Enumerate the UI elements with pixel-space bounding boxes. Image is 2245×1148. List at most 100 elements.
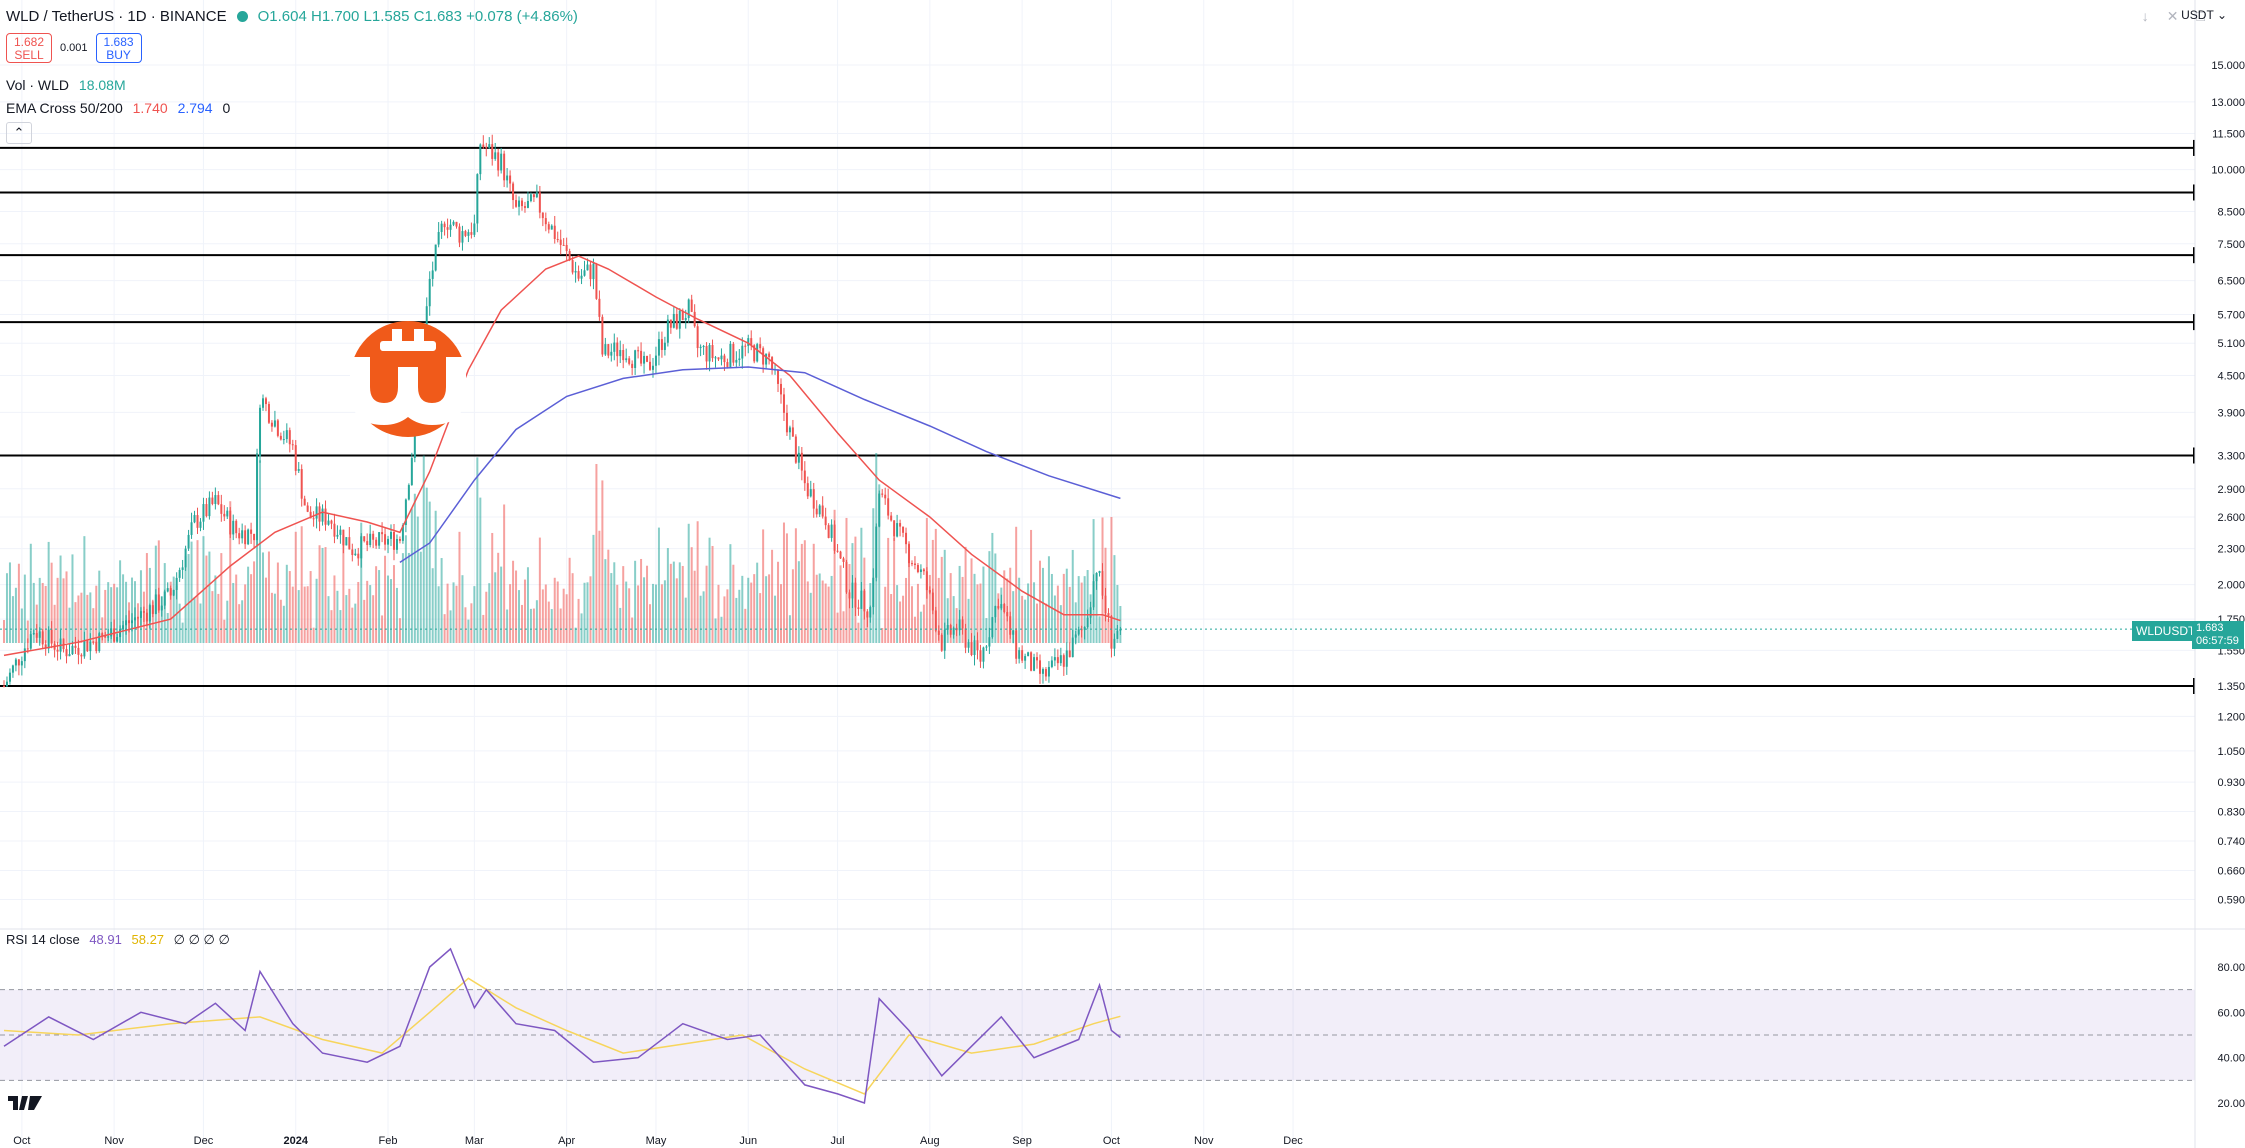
- candle-body: [649, 362, 651, 370]
- volume-bar: [673, 562, 675, 643]
- sell-button[interactable]: 1.682 SELL: [6, 33, 52, 63]
- volume-legend[interactable]: Vol · WLD 18.08M: [6, 77, 126, 93]
- volume-bar: [447, 584, 449, 643]
- candle-body: [622, 350, 624, 360]
- candle-body: [625, 358, 627, 360]
- candle-body: [494, 152, 496, 159]
- candle-body: [616, 343, 618, 357]
- candle-body: [884, 495, 886, 499]
- candle-body: [226, 511, 228, 517]
- candle-body: [670, 320, 672, 328]
- rsi-legend[interactable]: RSI 14 close 48.91 58.27 ∅ ∅ ∅ ∅: [6, 932, 230, 948]
- candle-body: [191, 522, 193, 535]
- volume-bar: [351, 608, 353, 643]
- last-price-tag: 1.683 06:57:59: [2192, 621, 2244, 649]
- candle-body: [509, 176, 511, 184]
- volume-bar: [557, 581, 559, 643]
- volume-bar: [1021, 596, 1023, 643]
- symbol-title[interactable]: WLD / TetherUS · 1D · BINANCE: [6, 8, 227, 25]
- candle-body: [1006, 612, 1008, 616]
- candle-body: [557, 239, 559, 240]
- volume-bar: [1015, 527, 1017, 643]
- volume-bar: [575, 628, 577, 643]
- candle-body: [363, 536, 365, 541]
- candle-body: [589, 265, 591, 280]
- volume-bar: [24, 575, 26, 643]
- candle-body: [188, 535, 190, 549]
- price-tick-label: 11.500: [2212, 129, 2245, 141]
- ema-legend[interactable]: EMA Cross 50/200 1.740 2.794 0: [6, 100, 230, 116]
- candle-body: [1024, 656, 1026, 661]
- volume-bar: [357, 582, 359, 643]
- candle-body: [950, 625, 952, 635]
- tradingview-logo[interactable]: [8, 1090, 42, 1116]
- candle-body: [146, 613, 148, 622]
- candle-body: [807, 483, 809, 496]
- volume-bar: [616, 585, 618, 643]
- candle-body: [974, 640, 976, 655]
- candle-body: [578, 271, 580, 279]
- candle-body: [485, 147, 487, 148]
- volume-bar: [539, 538, 541, 643]
- volume-bar: [1057, 586, 1059, 643]
- candle-body: [158, 594, 160, 610]
- candle-body: [304, 499, 306, 506]
- rsi-value: 48.91: [89, 932, 122, 947]
- volume-bar: [473, 586, 475, 643]
- volume-bar: [887, 538, 889, 643]
- time-tick-label: Jun: [739, 1135, 757, 1147]
- volume-bar: [223, 620, 225, 643]
- candle-body: [715, 357, 717, 358]
- collapse-legend-button[interactable]: ⌃: [6, 122, 32, 144]
- volume-bar: [1042, 568, 1044, 643]
- currency-selector[interactable]: USDT ⌄: [2181, 8, 2227, 22]
- volume-bar: [470, 603, 472, 643]
- price-tick-label: 5.100: [2217, 338, 2245, 350]
- volume-bar: [563, 589, 565, 643]
- volume-bar: [232, 583, 234, 643]
- candle-body: [834, 525, 836, 551]
- candle-body: [765, 354, 767, 365]
- candle-body: [661, 339, 663, 350]
- candle-body: [95, 642, 97, 651]
- volume-bar: [363, 600, 365, 643]
- candle-body: [119, 629, 121, 637]
- candle-body: [723, 356, 725, 362]
- volume-bar: [316, 579, 318, 643]
- candle-body: [360, 536, 362, 558]
- volume-bar: [548, 602, 550, 643]
- candle-body: [1060, 655, 1062, 663]
- arrow-down-icon[interactable]: ↓: [2142, 8, 2149, 25]
- close-icon[interactable]: ✕: [2167, 8, 2179, 25]
- volume-bar: [15, 588, 17, 643]
- price-tick-label: 1.200: [2217, 711, 2245, 723]
- candle-body: [372, 534, 374, 540]
- candle-body: [586, 265, 588, 271]
- volume-bar: [277, 563, 279, 643]
- candle-body: [268, 404, 270, 423]
- volume-bar: [720, 617, 722, 643]
- buy-button[interactable]: 1.683 BUY: [96, 33, 142, 63]
- candle-body: [584, 270, 586, 275]
- volume-bar: [464, 607, 466, 643]
- candle-body: [944, 630, 946, 651]
- volume-bar: [453, 582, 455, 643]
- candle-body: [878, 494, 880, 527]
- volume-bar: [432, 568, 434, 643]
- candle-body: [167, 588, 169, 591]
- volume-bar: [500, 567, 502, 643]
- price-tick-label: 0.660: [2217, 866, 2245, 878]
- volume-bar: [467, 620, 469, 643]
- volume-bar: [182, 623, 184, 643]
- volume-bar: [330, 610, 332, 643]
- candle-body: [872, 578, 874, 607]
- candle-body: [86, 641, 88, 652]
- volume-bar: [1099, 616, 1101, 643]
- volume-bar: [241, 600, 243, 643]
- volume-bar: [354, 604, 356, 643]
- candle-body: [429, 279, 431, 306]
- candle-body: [432, 270, 434, 278]
- candle-body: [476, 174, 478, 223]
- candle-body: [676, 314, 678, 329]
